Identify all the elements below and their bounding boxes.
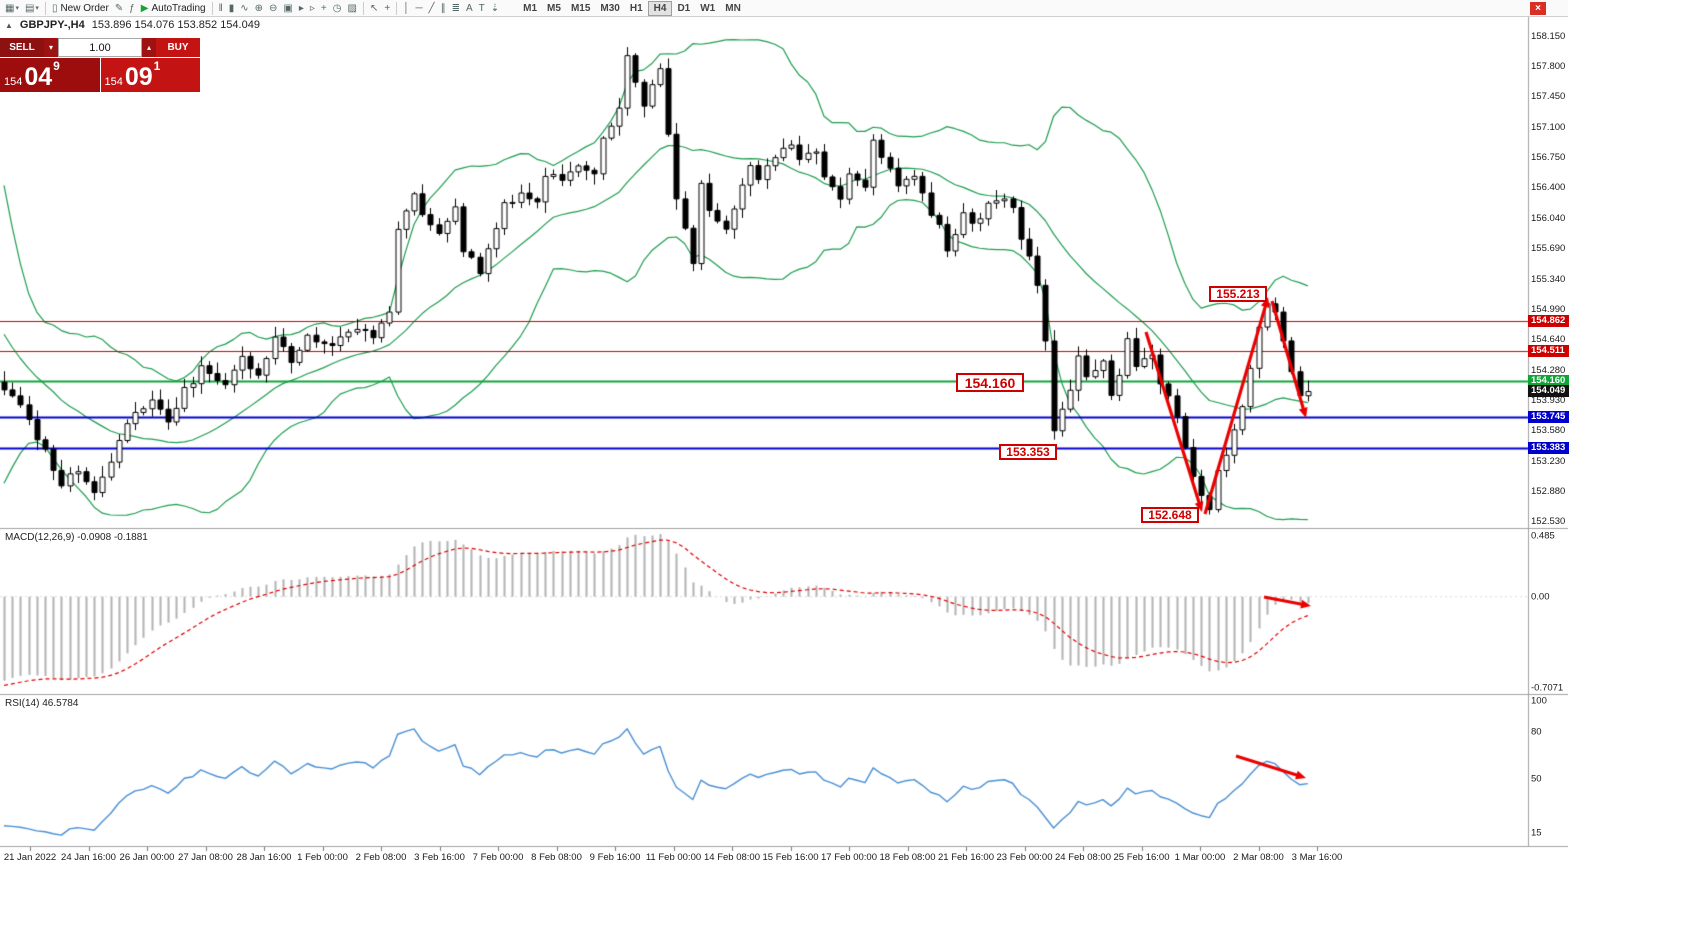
channel-icon: ∥ (440, 2, 446, 14)
timeframe-m1-button[interactable]: M1 (523, 2, 538, 14)
text-button[interactable]: A (463, 1, 476, 16)
autotrading-button-label: AutoTrading (151, 2, 206, 14)
trendline-button[interactable]: ╱ (426, 1, 438, 16)
volume-down-button[interactable]: ▾ (44, 38, 58, 57)
timeframe-mn-button[interactable]: MN (725, 2, 741, 14)
cursor-icon: ↖ (369, 2, 379, 14)
bar-chart-button[interactable]: ‖ (216, 1, 226, 16)
zoom-in-icon: ⊕ (254, 2, 264, 14)
new-chart-button-caret-icon: ▾ (15, 5, 19, 12)
crosshair-icon: + (384, 2, 391, 14)
toolbar-separator (396, 1, 398, 15)
tile-windows-button[interactable]: ▣ (280, 1, 295, 16)
horizontal-line-icon: ─ (415, 2, 423, 14)
one-click-trading-panel: SELL ▾ 1.00 ▴ BUY 154 04 9 154 09 1 (0, 38, 200, 92)
toolbar-separator (362, 1, 364, 15)
arrow-tool-icon: ⇣ (490, 2, 500, 14)
text-icon: A (465, 2, 473, 14)
rsi-indicator-label: RSI(14) 46.5784 (5, 698, 79, 709)
toolbar-separator (211, 1, 213, 15)
chart-symbol-period: GBPJPY-,H4 (19, 19, 85, 31)
buy-price-big: 09 (124, 63, 153, 91)
volume-up-button[interactable]: ▴ (142, 38, 156, 57)
chart-profiles-button[interactable]: ▤ ▾ (22, 1, 42, 16)
indicators-button[interactable]: + (318, 1, 330, 16)
chart-profiles-icon: ▤ (24, 2, 35, 14)
bar-chart-icon: ‖ (218, 2, 223, 14)
horizontal-line-button[interactable]: ─ (412, 1, 425, 16)
periods-button[interactable]: ◷ (330, 1, 345, 16)
indicators-icon: + (320, 2, 327, 14)
new-order-button-label: New Order (60, 2, 109, 14)
fibonacci-button[interactable]: ≣ (449, 1, 463, 16)
experts-icon: ƒ (129, 2, 135, 14)
trendline-icon: ╱ (428, 2, 435, 14)
line-chart-icon: ∿ (240, 2, 249, 14)
label-button[interactable]: T (476, 1, 488, 16)
timeframe-h1-button[interactable]: H1 (629, 2, 643, 14)
new-chart-button[interactable]: ▦ ▾ (2, 1, 22, 16)
window-close-button[interactable]: × (1530, 1, 1546, 15)
new-chart-icon: ▦ (5, 2, 15, 14)
autotrading-button[interactable]: ▶ AutoTrading (138, 1, 209, 16)
chart-shift-icon: ▹ (309, 2, 315, 14)
autotrading-icon: ▶ (140, 2, 149, 14)
price-chart-canvas[interactable] (0, 0, 1568, 880)
new-order-icon: ▯ (51, 2, 58, 14)
cursor-button[interactable]: ↖ (367, 1, 381, 16)
chart-ohlc-values: 153.896 154.076 153.852 154.049 (91, 19, 260, 31)
label-icon: T (478, 2, 485, 14)
sell-price-box[interactable]: 154 04 9 (0, 58, 100, 92)
timeframe-group: M1 M5 M15 M30 H1 H4 D1 W1 MN (518, 0, 746, 16)
chart-profiles-button-caret-icon: ▾ (35, 5, 39, 12)
timeframe-m30-button[interactable]: M30 (600, 2, 620, 14)
buy-button[interactable]: BUY (156, 38, 200, 57)
vertical-line-icon: │ (403, 2, 410, 14)
new-order-button[interactable]: ▯ New Order (49, 1, 112, 16)
macd-indicator-label: MACD(12,26,9) -0.0908 -0.1881 (5, 532, 148, 543)
sell-price-sup: 9 (53, 59, 60, 73)
channel-button[interactable]: ∥ (438, 1, 449, 16)
timeframe-m5-button[interactable]: M5 (547, 2, 561, 14)
candlestick-chart-icon: ▮ (228, 2, 235, 14)
vertical-line-button[interactable]: │ (400, 1, 412, 16)
sell-price-big: 04 (24, 63, 53, 91)
templates-button[interactable]: ▨ (345, 1, 360, 16)
toolbar: ▦ ▾ ▤ ▾ ▯ New Order ✎ ƒ ▶ AutoTrading ‖ ▮ ∿ ⊕ ⊖ ▣ ▸ ▹ + ◷ ▨ ↖… (0, 0, 1568, 17)
zoom-out-button[interactable]: ⊖ (266, 1, 280, 16)
experts-button[interactable]: ƒ (126, 1, 138, 16)
metaeditor-button[interactable]: ✎ (112, 1, 126, 16)
templates-icon: ▨ (347, 2, 357, 14)
toolbar-separator (44, 1, 46, 15)
auto-scroll-icon: ▸ (298, 2, 304, 14)
buy-price-box[interactable]: 154 09 1 (100, 58, 200, 92)
buy-price-prefix: 154 (104, 76, 123, 88)
line-chart-button[interactable]: ∿ (237, 1, 251, 16)
fibonacci-icon: ≣ (451, 2, 460, 14)
timeframe-w1-button[interactable]: W1 (700, 2, 716, 14)
crosshair-button[interactable]: + (381, 1, 393, 16)
sell-button[interactable]: SELL (0, 38, 44, 57)
timeframe-h4-button[interactable]: H4 (647, 0, 673, 16)
timeframe-d1-button[interactable]: D1 (677, 2, 691, 14)
auto-scroll-button[interactable]: ▸ (296, 1, 307, 16)
arrow-tool-button[interactable]: ⇣ (488, 1, 502, 16)
tile-windows-icon: ▣ (283, 2, 293, 14)
sell-price-prefix: 154 (4, 76, 23, 88)
zoom-out-icon: ⊖ (269, 2, 278, 14)
periods-icon: ◷ (332, 2, 342, 14)
timeframe-m15-button[interactable]: M15 (570, 2, 591, 14)
volume-input[interactable]: 1.00 (58, 38, 142, 57)
candlestick-chart-button[interactable]: ▮ (226, 1, 238, 16)
one-click-toggle-icon[interactable]: ▲ (5, 20, 13, 30)
metaeditor-icon: ✎ (114, 2, 124, 14)
chart-shift-button[interactable]: ▹ (307, 1, 318, 16)
chart-header: ▲ GBPJPY-,H4 153.896 154.076 153.852 154… (5, 19, 260, 31)
buy-price-sup: 1 (153, 59, 161, 73)
zoom-in-button[interactable]: ⊕ (252, 1, 266, 16)
